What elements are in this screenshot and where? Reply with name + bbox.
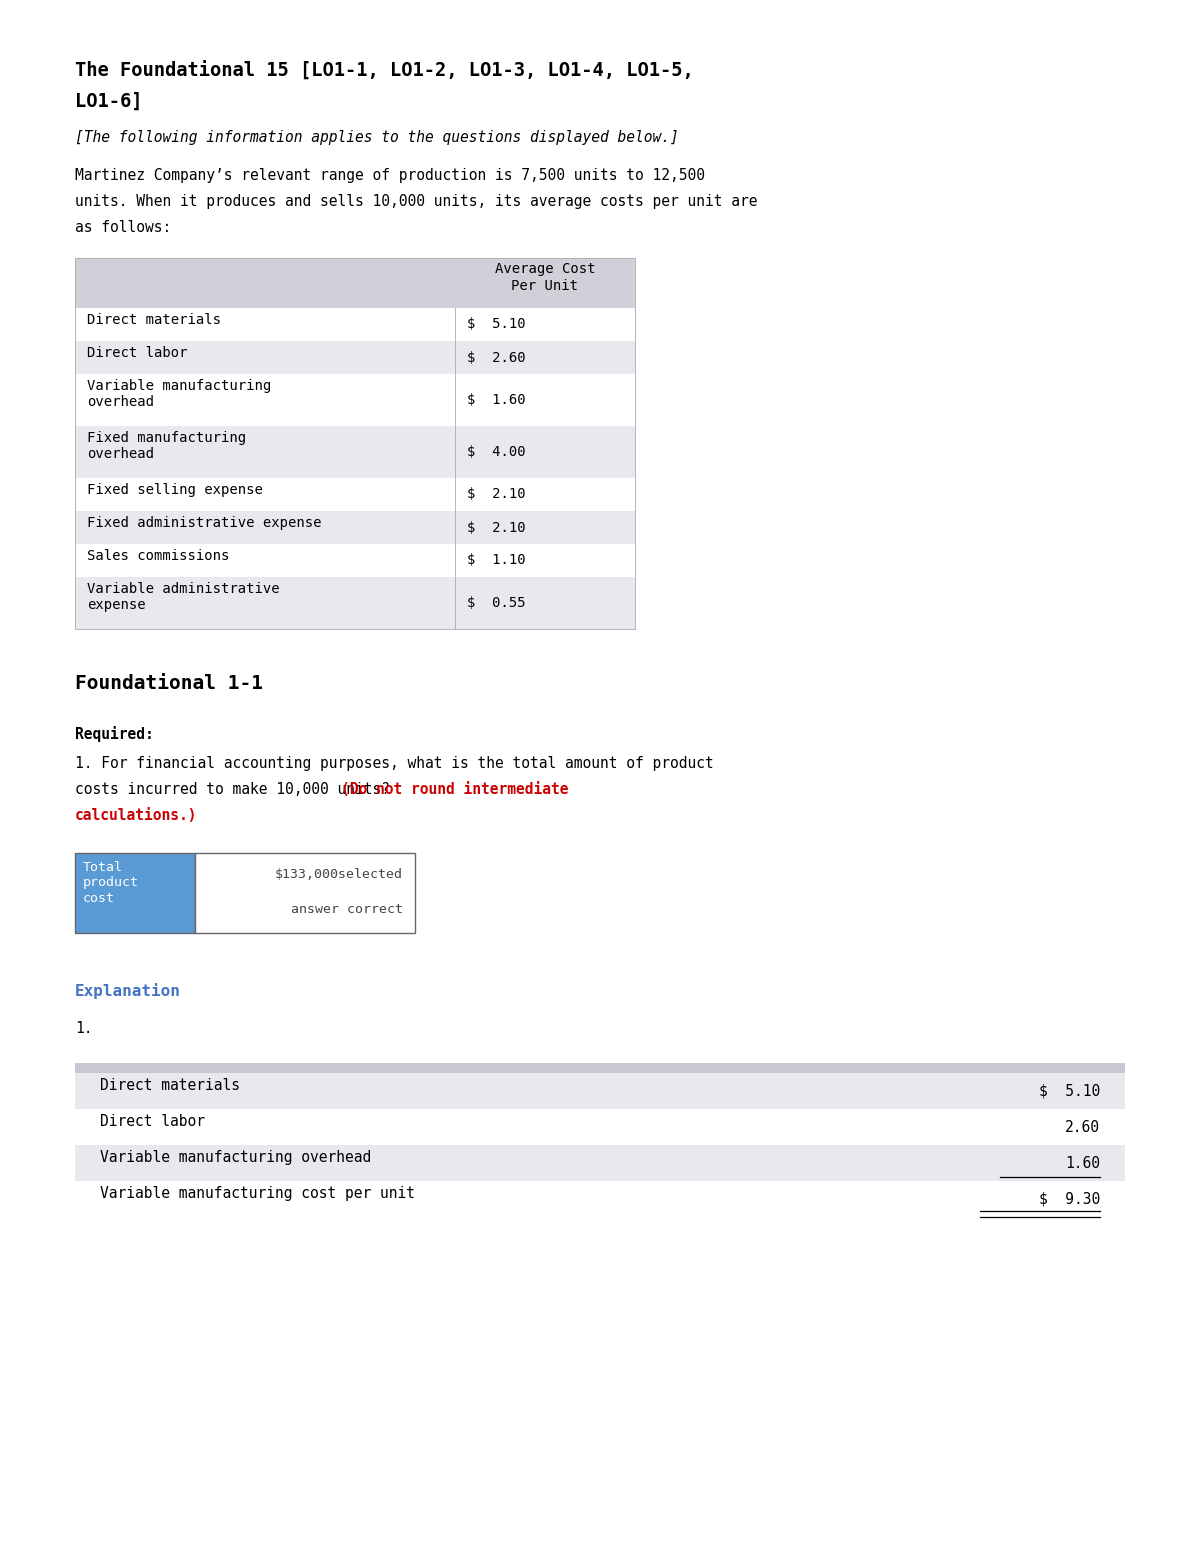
Text: Variable manufacturing
overhead: Variable manufacturing overhead — [88, 379, 271, 408]
Text: $  2.10: $ 2.10 — [467, 488, 526, 502]
Text: Variable administrative
expense: Variable administrative expense — [88, 582, 280, 612]
Text: Variable manufacturing overhead: Variable manufacturing overhead — [100, 1151, 371, 1165]
Text: Martinez Company’s relevant range of production is 7,500 units to 12,500: Martinez Company’s relevant range of pro… — [74, 168, 706, 183]
Bar — [74, 258, 635, 307]
Bar — [74, 511, 635, 544]
Bar — [74, 426, 635, 478]
Bar — [74, 1180, 1126, 1218]
Bar — [74, 853, 194, 933]
Text: LO1-6]: LO1-6] — [74, 92, 143, 110]
Text: Direct labor: Direct labor — [100, 1114, 205, 1129]
Bar — [74, 342, 635, 374]
Bar — [74, 1145, 1126, 1180]
Text: costs incurred to make 10,000 units?: costs incurred to make 10,000 units? — [74, 783, 398, 797]
Text: [The following information applies to the questions displayed below.]: [The following information applies to th… — [74, 130, 679, 144]
Text: Required:: Required: — [74, 725, 154, 742]
Text: Direct labor: Direct labor — [88, 346, 187, 360]
Text: $  4.00: $ 4.00 — [467, 446, 526, 460]
Bar — [74, 478, 635, 511]
Text: $  5.10: $ 5.10 — [1039, 1084, 1100, 1098]
Text: $  1.10: $ 1.10 — [467, 553, 526, 567]
Text: Sales commissions: Sales commissions — [88, 550, 229, 564]
Text: Fixed administrative expense: Fixed administrative expense — [88, 516, 322, 530]
Text: answer correct: answer correct — [292, 902, 403, 916]
Text: Foundational 1-1: Foundational 1-1 — [74, 674, 263, 693]
Bar — [74, 1109, 1126, 1145]
Text: Fixed manufacturing
overhead: Fixed manufacturing overhead — [88, 432, 246, 461]
Text: 1.: 1. — [74, 1020, 92, 1036]
Bar — [74, 258, 635, 629]
Text: $  2.60: $ 2.60 — [467, 351, 526, 365]
Text: units. When it produces and sells 10,000 units, its average costs per unit are: units. When it produces and sells 10,000… — [74, 194, 757, 210]
Bar — [194, 853, 415, 933]
Text: Variable manufacturing cost per unit: Variable manufacturing cost per unit — [100, 1186, 415, 1200]
Text: Direct materials: Direct materials — [100, 1078, 240, 1093]
Bar — [74, 374, 635, 426]
Text: The Foundational 15 [LO1-1, LO1-2, LO1-3, LO1-4, LO1-5,: The Foundational 15 [LO1-1, LO1-2, LO1-3… — [74, 61, 694, 79]
Text: 2.60: 2.60 — [1066, 1120, 1100, 1135]
Text: (Do not round intermediate: (Do not round intermediate — [341, 783, 569, 797]
Text: $  2.10: $ 2.10 — [467, 520, 526, 534]
Text: Fixed selling expense: Fixed selling expense — [88, 483, 263, 497]
Text: $  5.10: $ 5.10 — [467, 317, 526, 331]
Text: Direct materials: Direct materials — [88, 314, 221, 328]
Text: $133,000selected: $133,000selected — [275, 868, 403, 881]
Bar — [74, 307, 635, 342]
Bar — [74, 1073, 1126, 1109]
Text: 1. For financial accounting purposes, what is the total amount of product: 1. For financial accounting purposes, wh… — [74, 756, 714, 770]
Text: $  1.60: $ 1.60 — [467, 393, 526, 407]
Text: Average Cost
Per Unit: Average Cost Per Unit — [494, 262, 595, 294]
Text: $  9.30: $ 9.30 — [1039, 1191, 1100, 1207]
Text: calculations.): calculations.) — [74, 808, 198, 823]
Text: Explanation: Explanation — [74, 983, 181, 999]
Text: $  0.55: $ 0.55 — [467, 596, 526, 610]
Text: Total
product
cost: Total product cost — [83, 860, 139, 905]
Text: as follows:: as follows: — [74, 221, 172, 235]
Bar — [74, 578, 635, 629]
Text: 1.60: 1.60 — [1066, 1155, 1100, 1171]
Bar — [74, 544, 635, 578]
Bar — [74, 1062, 1126, 1073]
